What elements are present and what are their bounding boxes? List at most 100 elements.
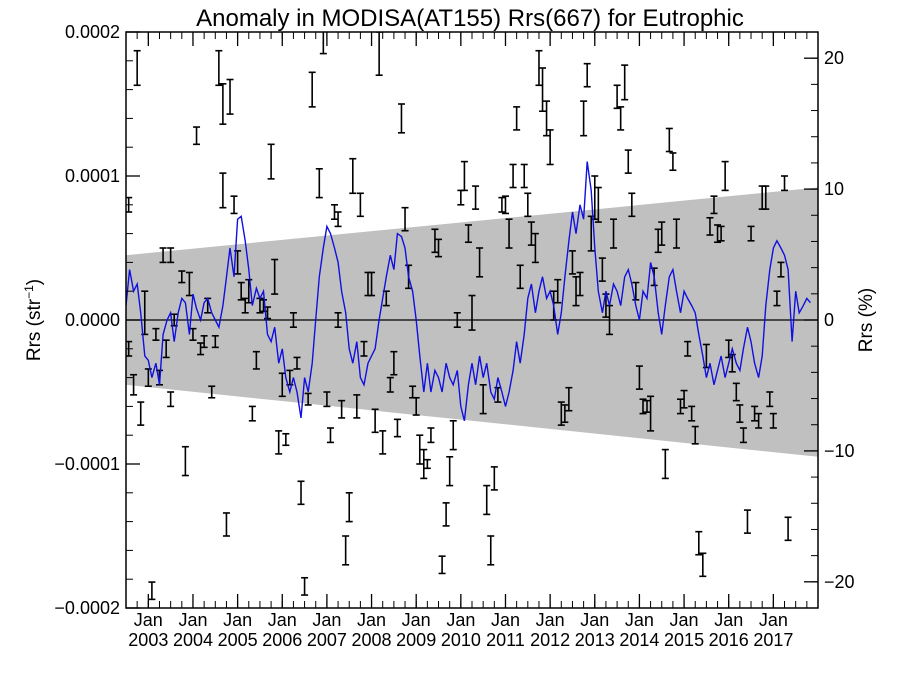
errorbar-point xyxy=(751,405,759,422)
y-right-tick-label: −10 xyxy=(824,441,855,461)
errorbar-point xyxy=(356,192,364,218)
errorbar-point xyxy=(349,157,357,195)
errorbar-point xyxy=(509,163,517,189)
errorbar-point xyxy=(427,427,435,444)
x-tick-label-year: 2014 xyxy=(619,630,659,650)
x-tick-label-year: 2010 xyxy=(441,630,481,650)
errorbar-point xyxy=(632,281,640,301)
errorbar-point xyxy=(386,376,394,393)
errorbar-point xyxy=(628,192,636,218)
errorbar-point xyxy=(498,196,506,213)
y-left-tick-label: 0.0000 xyxy=(65,310,120,330)
x-tick-label-year: 2017 xyxy=(753,630,793,650)
errorbar-point xyxy=(557,401,565,426)
errorbar-point xyxy=(643,399,651,413)
errorbar-point xyxy=(237,281,245,301)
y-right-tick-label: 0 xyxy=(824,310,834,330)
errorbar-point xyxy=(368,271,376,297)
errorbar-point xyxy=(487,535,495,566)
errorbar-point xyxy=(665,127,673,153)
errorbar-point xyxy=(133,49,141,87)
errorbar-point xyxy=(345,491,353,523)
errorbar-point xyxy=(464,224,472,244)
errorbar-point xyxy=(271,258,279,295)
errorbar-point xyxy=(215,49,223,87)
x-tick-label-year: 2013 xyxy=(575,630,615,650)
errorbar-point xyxy=(516,264,524,290)
errorbar-point xyxy=(241,297,249,314)
errorbar-point xyxy=(267,143,275,180)
y-left-label-superscript: −1 xyxy=(22,285,36,299)
errorbar-point xyxy=(725,339,733,359)
errorbar-point xyxy=(353,394,361,419)
errorbar-point xyxy=(672,218,680,249)
errorbar-point xyxy=(304,392,312,406)
errorbar-point xyxy=(412,396,420,416)
errorbar-point xyxy=(167,247,175,264)
y-left-tick-label: 0.0001 xyxy=(65,166,120,186)
errorbar-point xyxy=(784,516,792,542)
errorbar-point xyxy=(688,405,696,422)
errorbar-point xyxy=(342,535,350,566)
errorbar-point xyxy=(197,342,205,356)
errorbar-point xyxy=(323,391,331,408)
y-right-tick-label: 20 xyxy=(824,48,844,68)
x-tick-label-month: Jan xyxy=(759,610,788,630)
errorbar-point xyxy=(613,84,621,110)
errorbar-point xyxy=(594,186,602,223)
errorbar-point xyxy=(505,218,513,249)
errorbar-point xyxy=(230,195,238,215)
x-tick-label-month: Jan xyxy=(714,610,743,630)
errorbar-point xyxy=(524,192,532,218)
x-tick-label-year: 2004 xyxy=(173,630,213,650)
y-left-tick-label: 0.0002 xyxy=(65,22,120,42)
errorbar-point xyxy=(181,445,189,477)
y-axis-right-label: Rrs (%) xyxy=(856,288,877,352)
errorbar-point xyxy=(435,238,443,258)
y-axis-left-label: Rrs (str−1) xyxy=(22,279,45,361)
errorbar-point xyxy=(717,225,725,242)
errorbar-point xyxy=(695,530,703,556)
y-left-tick-label: −0.0001 xyxy=(54,454,120,474)
errorbar-point xyxy=(658,221,666,246)
chart-title: Anomaly in MODISA(AT155) Rrs(667) for Eu… xyxy=(196,5,744,32)
errorbar-point xyxy=(315,168,323,199)
x-tick-label-year: 2008 xyxy=(352,630,392,650)
errorbar-point xyxy=(721,160,729,192)
errorbar-point xyxy=(769,412,777,429)
plot-inner xyxy=(126,32,818,601)
x-tick-label-year: 2015 xyxy=(664,630,704,650)
x-tick-label-month: Jan xyxy=(625,610,654,630)
errorbar-point xyxy=(476,247,484,278)
x-tick-label-year: 2009 xyxy=(396,630,436,650)
errorbar-point xyxy=(401,206,409,232)
errorbar-point xyxy=(520,163,528,189)
errorbar-point xyxy=(397,103,405,134)
errorbar-point xyxy=(338,399,346,419)
x-tick-label-month: Jan xyxy=(446,610,475,630)
errorbar-point xyxy=(680,389,688,409)
x-tick-label-month: Jan xyxy=(223,610,252,630)
y-right-tick-label: −20 xyxy=(824,572,855,592)
errorbar-point xyxy=(565,386,573,412)
errorbar-point xyxy=(301,576,309,596)
errorbar-point xyxy=(777,261,785,278)
x-tick-label-month: Jan xyxy=(491,610,520,630)
errorbar-point xyxy=(167,391,175,408)
x-tick-label-year: 2005 xyxy=(218,630,258,650)
errorbar-point xyxy=(762,185,770,210)
errorbar-point xyxy=(334,311,342,329)
errorbar-point xyxy=(245,278,253,304)
errorbar-point xyxy=(308,71,316,108)
errorbar-point xyxy=(193,126,201,146)
errorbar-point xyxy=(621,64,629,101)
anomaly-line xyxy=(126,161,811,421)
errorbar-point xyxy=(375,32,383,76)
errorbar-point xyxy=(200,335,208,349)
errorbar-point xyxy=(543,100,551,137)
errorbar-point xyxy=(416,434,424,465)
errorbar-point xyxy=(755,412,763,429)
x-tick-label-month: Jan xyxy=(312,610,341,630)
errorbar-point xyxy=(423,458,431,470)
